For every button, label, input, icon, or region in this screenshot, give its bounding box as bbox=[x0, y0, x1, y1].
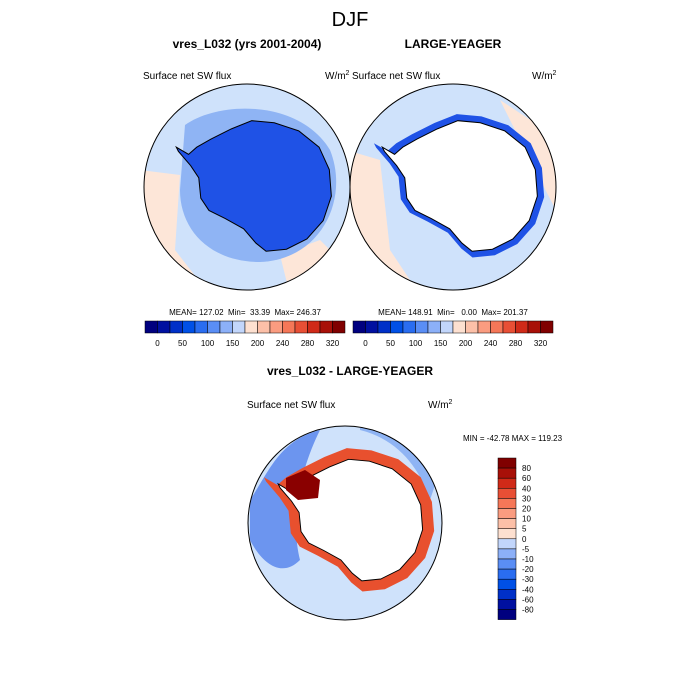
colorbar-label: 100 bbox=[409, 339, 423, 348]
colorbar-box bbox=[307, 320, 321, 334]
colorbar-box bbox=[497, 568, 517, 580]
colorbar-box bbox=[269, 320, 283, 334]
units-label: W/m2 bbox=[428, 399, 453, 411]
colorbar-box bbox=[377, 320, 391, 334]
colorbar-label: -40 bbox=[522, 585, 534, 594]
colorbar-box bbox=[402, 320, 416, 334]
variable-label: Surface net SW flux bbox=[247, 400, 335, 411]
colorbar-box bbox=[465, 320, 479, 334]
variable-label: Surface net SW flux bbox=[143, 71, 231, 82]
colorbar-box bbox=[497, 457, 517, 469]
colorbar-label: 150 bbox=[434, 339, 448, 348]
colorbar-label: 240 bbox=[484, 339, 498, 348]
colorbar-box bbox=[452, 320, 466, 334]
colorbar-box bbox=[415, 320, 429, 334]
colorbar-box bbox=[497, 609, 517, 620]
colorbar-box bbox=[365, 320, 379, 334]
colorbar-box bbox=[169, 320, 183, 334]
colorbar-box bbox=[497, 538, 517, 550]
colorbar-label: 40 bbox=[522, 484, 531, 493]
colorbar-box bbox=[294, 320, 308, 334]
colorbar-label: 30 bbox=[522, 494, 531, 503]
colorbar-label: 50 bbox=[178, 339, 187, 348]
colorbar-label: 100 bbox=[201, 339, 215, 348]
colorbar-label: 150 bbox=[226, 339, 240, 348]
colorbar-label: 60 bbox=[522, 474, 531, 483]
colorbar-label: -80 bbox=[522, 606, 534, 615]
colorbar-box bbox=[540, 320, 554, 334]
colorbar-box bbox=[497, 599, 517, 610]
figure-title: DJF bbox=[332, 9, 369, 31]
panel-title: vres_L032 - LARGE-YEAGER bbox=[267, 364, 433, 378]
colorbar-box bbox=[232, 320, 246, 334]
colorbar-box bbox=[502, 320, 516, 334]
colorbar-box bbox=[527, 320, 541, 334]
panel-title: LARGE-YEAGER bbox=[405, 37, 502, 51]
colorbar-label: -30 bbox=[522, 575, 534, 584]
map-panel: vres_L032 (yrs 2001-2004) Surface net SW… bbox=[143, 37, 351, 348]
colorbar-label: 10 bbox=[522, 515, 531, 524]
colorbar-box bbox=[497, 518, 517, 529]
colorbar-label: -20 bbox=[522, 565, 534, 574]
colorbar-box bbox=[497, 467, 517, 479]
colorbar-box bbox=[497, 589, 517, 600]
colorbar-box bbox=[352, 320, 366, 334]
colorbar-label: 280 bbox=[301, 339, 315, 348]
panel-title: vres_L032 (yrs 2001-2004) bbox=[173, 37, 322, 51]
colorbar-label: 200 bbox=[251, 339, 265, 348]
colorbar-label: 240 bbox=[276, 339, 290, 348]
colorbar-label: 320 bbox=[326, 339, 340, 348]
colorbar-label: 280 bbox=[509, 339, 523, 348]
colorbar-label: 320 bbox=[534, 339, 548, 348]
colorbar-label: -10 bbox=[522, 555, 534, 564]
colorbar-label: 200 bbox=[459, 339, 473, 348]
colorbar-label: 0 bbox=[155, 339, 160, 348]
colorbar-box bbox=[427, 320, 441, 334]
colorbar-box bbox=[157, 320, 171, 334]
colorbar-box bbox=[497, 528, 517, 540]
colorbar-box bbox=[282, 320, 296, 334]
variable-label: Surface net SW flux bbox=[352, 71, 440, 82]
colorbar-label: 50 bbox=[386, 339, 395, 348]
colorbar-box bbox=[219, 320, 233, 334]
colorbar-box bbox=[257, 320, 271, 334]
colorbar-box bbox=[497, 498, 517, 509]
colorbar-box bbox=[440, 320, 454, 334]
stats-label: MEAN= 148.91 Min= 0.00 Max= 201.37 bbox=[378, 308, 528, 317]
colorbar-box bbox=[490, 320, 504, 334]
colorbar-label: 5 bbox=[522, 525, 527, 534]
colorbar-box bbox=[497, 508, 517, 519]
colorbar-box bbox=[182, 320, 196, 334]
stats-label: MEAN= 127.02 Min= 33.39 Max= 246.37 bbox=[169, 308, 321, 317]
colorbar-box bbox=[497, 477, 517, 489]
colorbar-box bbox=[497, 488, 517, 499]
colorbar-box bbox=[515, 320, 529, 334]
colorbar-box bbox=[497, 578, 517, 590]
stats-label: MIN = -42.78 MAX = 119.23 bbox=[463, 434, 563, 443]
colorbar-box bbox=[144, 320, 158, 334]
colorbar-label: -60 bbox=[522, 595, 534, 604]
colorbar-label: 0 bbox=[363, 339, 368, 348]
colorbar-box bbox=[497, 548, 517, 560]
colorbar-box bbox=[319, 320, 333, 334]
colorbar-box bbox=[244, 320, 258, 334]
units-label: W/m2 bbox=[532, 70, 557, 82]
map-panel: LARGE-YEAGER Surface net SW flux W/m2 ME… bbox=[349, 37, 557, 348]
colorbar-box bbox=[194, 320, 208, 334]
colorbar-box bbox=[390, 320, 404, 334]
units-label: W/m2 bbox=[325, 70, 350, 82]
colorbar-box bbox=[477, 320, 491, 334]
colorbar-box bbox=[497, 558, 517, 570]
colorbar-label: 20 bbox=[522, 505, 531, 514]
colorbar-label: -5 bbox=[522, 545, 530, 554]
colorbar-box bbox=[332, 320, 346, 334]
colorbar-label: 0 bbox=[522, 535, 527, 544]
map-panel: vres_L032 - LARGE-YEAGER Surface net SW … bbox=[247, 364, 563, 621]
colorbar-box bbox=[207, 320, 221, 334]
colorbar-label: 80 bbox=[522, 464, 531, 473]
